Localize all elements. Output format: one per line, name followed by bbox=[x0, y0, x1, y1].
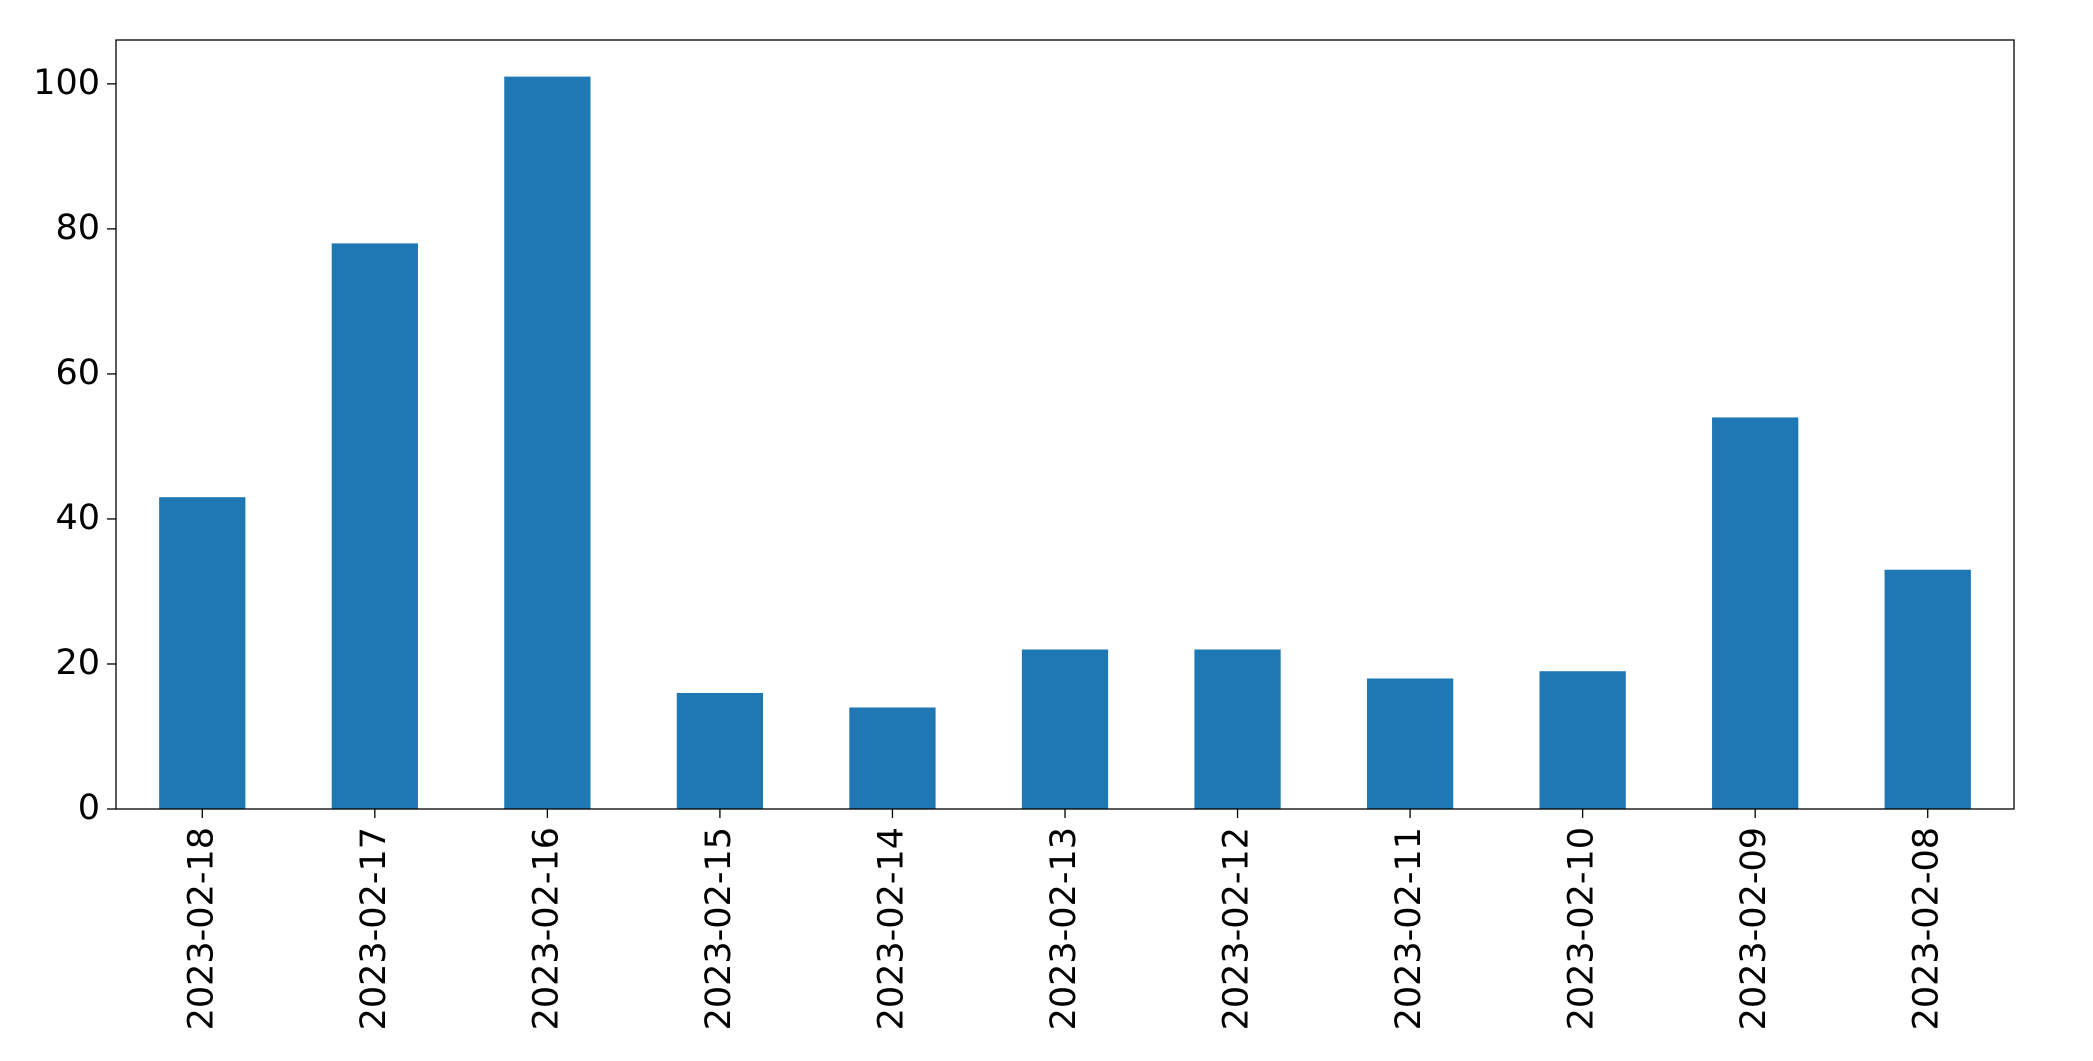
bar bbox=[1366, 678, 1454, 809]
x-tick-label: 2023-02-12 bbox=[1217, 827, 1257, 1030]
bar bbox=[1194, 649, 1281, 809]
bar bbox=[1021, 649, 1109, 809]
bar bbox=[1539, 671, 1626, 809]
x-tick-label: 2023-02-18 bbox=[181, 827, 221, 1030]
bar bbox=[849, 707, 936, 809]
y-tick-label: 0 bbox=[78, 788, 100, 828]
plot-frame bbox=[115, 39, 2015, 810]
bar bbox=[159, 497, 246, 809]
x-tick-label: 2023-02-17 bbox=[354, 827, 394, 1030]
x-tick-label: 2023-02-16 bbox=[526, 827, 566, 1030]
y-tick-label: 60 bbox=[55, 353, 100, 393]
bar bbox=[1884, 569, 1971, 809]
x-tick-label: 2023-02-13 bbox=[1044, 827, 1084, 1030]
bar bbox=[676, 692, 764, 809]
x-tick-label: 2023-02-10 bbox=[1562, 827, 1602, 1030]
bar bbox=[331, 243, 418, 809]
y-tick-label: 40 bbox=[55, 498, 100, 538]
y-tick-label: 20 bbox=[55, 643, 100, 683]
x-tick-label: 2023-02-11 bbox=[1389, 827, 1429, 1030]
x-tick-label: 2023-02-15 bbox=[699, 827, 739, 1030]
bar bbox=[1712, 417, 1799, 809]
y-tick-label: 80 bbox=[55, 208, 100, 248]
bar bbox=[504, 76, 591, 810]
x-tick-label: 2023-02-09 bbox=[1734, 827, 1774, 1030]
x-tick-label: 2023-02-14 bbox=[871, 827, 911, 1030]
x-tick-label: 2023-02-08 bbox=[1907, 827, 1947, 1030]
y-tick-label: 100 bbox=[33, 63, 100, 103]
